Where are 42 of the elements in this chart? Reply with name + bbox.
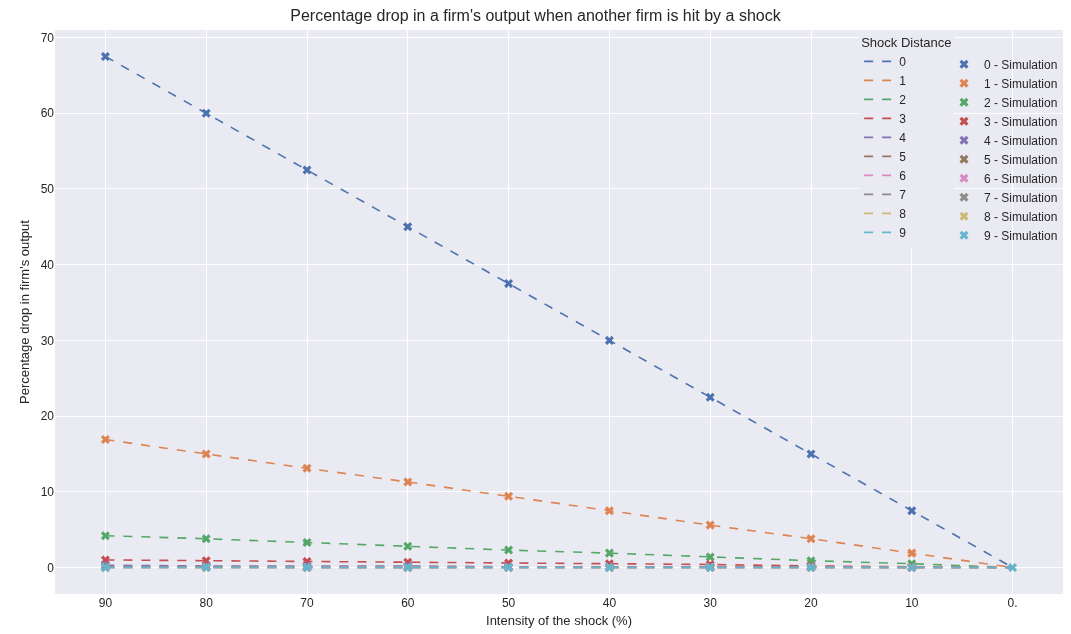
y-tick-label: 40 — [40, 257, 55, 272]
x-tick-label: 10 — [905, 596, 919, 610]
x-tick-label: 80 — [199, 596, 214, 610]
x-tick-label: 0. — [1007, 596, 1018, 610]
legend-label: 1 — [899, 74, 907, 89]
x-tick-label: 90 — [98, 596, 113, 610]
legend-label: 3 - Simulation — [984, 114, 1058, 129]
legend-label: 3 — [899, 112, 907, 127]
legend-label: 8 — [899, 207, 907, 222]
legend-label: 4 — [899, 131, 907, 146]
y-tick-label: 70 — [40, 30, 55, 45]
chart-title: Percentage drop in a firm's output when another firm is hit by a shock — [290, 6, 782, 24]
legend-label: 5 — [899, 150, 907, 165]
y-tick-label: 20 — [40, 409, 55, 424]
y-axis-title: Percentage drop in firm's output — [16, 219, 32, 404]
legend-label: 5 - Simulation — [984, 152, 1058, 167]
x-tick-label: 50 — [501, 596, 516, 610]
legend-label: 2 — [899, 93, 907, 108]
legend-label: 9 - Simulation — [984, 228, 1058, 243]
x-axis-title: Intensity of the shock (%) — [486, 612, 632, 628]
y-tick-label: 30 — [40, 333, 55, 348]
x-tick-label: 70 — [300, 596, 314, 610]
legend-label: 0 - Simulation — [984, 57, 1058, 72]
legend-title: Shock Distance — [861, 34, 952, 50]
x-tick-label: 60 — [401, 596, 415, 610]
legend-label: 2 - Simulation — [984, 95, 1058, 110]
x-tick-label: 30 — [703, 596, 718, 610]
x-tick-label: 20 — [804, 596, 818, 610]
y-tick-label: 10 — [40, 485, 55, 499]
legend-label: 6 — [899, 169, 907, 184]
legend-label: 4 - Simulation — [984, 133, 1058, 148]
y-tick-label: 60 — [40, 106, 55, 121]
legend-label: 8 - Simulation — [984, 209, 1058, 224]
legend-label: 6 - Simulation — [984, 171, 1058, 186]
x-tick-label: 40 — [602, 596, 617, 610]
y-tick-label: 50 — [40, 182, 55, 197]
legend-label: 7 — [899, 188, 907, 203]
legend-label: 1 - Simulation — [984, 76, 1058, 91]
legend-label: 9 — [899, 226, 907, 241]
legend-label: 0 — [899, 55, 907, 70]
y-tick-label: 0 — [47, 560, 55, 575]
legend-label: 7 - Simulation — [984, 190, 1058, 205]
